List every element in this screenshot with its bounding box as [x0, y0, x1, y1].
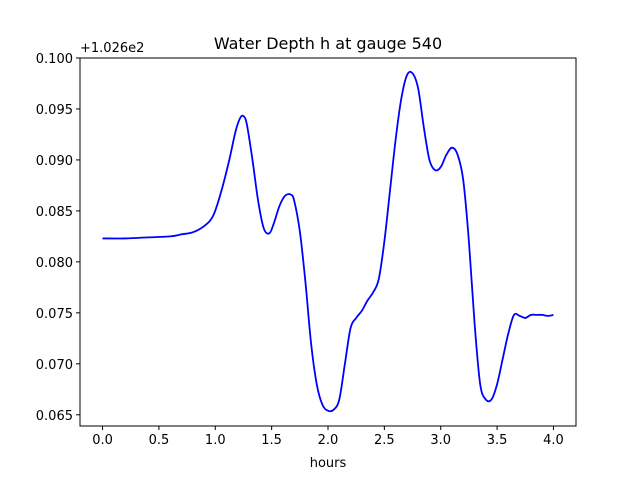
chart-title: Water Depth h at gauge 540: [214, 34, 442, 53]
y-axis: 0.065 0.070 0.075 0.080 0.085 0.090 0.095 0.100: [36, 52, 80, 424]
x-axis-label: hours: [310, 456, 347, 471]
plot-area: [102, 70, 554, 413]
y-tick-label: 0.080: [36, 256, 73, 271]
y-tick-label: 0.065: [36, 409, 73, 424]
y-tick-label: 0.095: [36, 103, 73, 118]
x-tick-label: 3.0: [430, 433, 451, 448]
y-offset-label: +1.026e2: [80, 41, 144, 56]
axes-frame: [79, 57, 577, 427]
x-tick-label: 1.0: [205, 433, 226, 448]
y-tick-label: 0.070: [36, 358, 73, 373]
y-tick-label: 0.075: [36, 307, 73, 322]
x-tick-label: 2.0: [318, 433, 339, 448]
x-tick-label: 2.5: [374, 433, 395, 448]
x-tick-label: 3.5: [487, 433, 508, 448]
x-tick-label: 0.5: [149, 433, 170, 448]
y-tick-label: 0.090: [36, 154, 73, 169]
y-tick-label: 0.100: [36, 52, 73, 67]
series-line: [102, 70, 554, 413]
x-axis: 0.0 0.5 1.0 1.5 2.0 2.5 3.0 3.5 4.0: [92, 426, 564, 448]
x-tick-label: 1.5: [261, 433, 282, 448]
x-tick-label: 4.0: [543, 433, 564, 448]
x-tick-label: 0.0: [92, 433, 113, 448]
y-tick-label: 0.085: [36, 205, 73, 220]
